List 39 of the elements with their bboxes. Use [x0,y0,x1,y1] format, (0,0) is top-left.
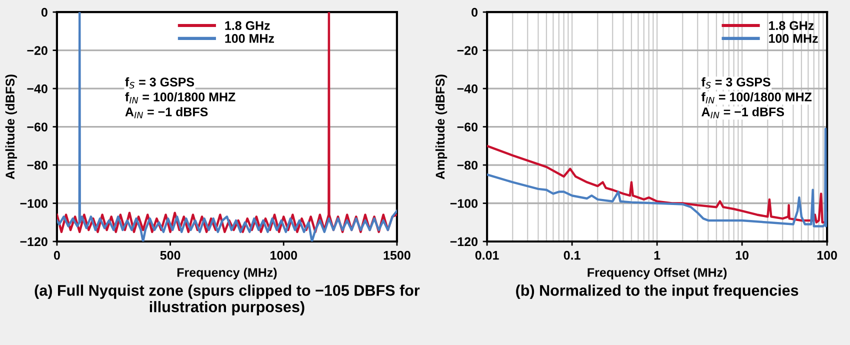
y-tick-label: −80 [27,160,48,170]
y-tick-label: −80 [457,160,478,170]
text: (a) Full Nyquist zone (spurs clipped to −105 DBFS for illustration purposes) [34,284,420,316]
x-tick-label: 1 [654,250,660,260]
legend-label: 100 MHz [225,34,274,43]
y-tick-label: 0 [41,8,48,17]
y-axis-title: Amplitude (dBFS) [5,74,17,180]
x-axis-title: Frequency Offset (MHz) [588,268,727,280]
text: (b) Normalized to the input frequencies [516,284,798,299]
y-tick-label: −40 [27,84,48,94]
annotation: f$_{IN}$ = 100/1800 MHZ [125,92,236,104]
x-tick-label: 500 [160,250,180,260]
x-tick-label: 1000 [270,250,298,260]
y-tick-label: −100 [20,199,48,208]
x-tick-label: 100 [817,250,837,260]
annotation: f$_{S}$ = 3 GSPS [701,77,770,89]
x-tick-label: 0.01 [475,250,499,260]
y-axis-title: Amplitude (dBFS) [435,74,448,180]
annotation: A$_{IN}$ = −1 dBFS [125,107,208,118]
y-tick-label: −100 [450,199,478,208]
y-tick-label: −40 [457,84,478,94]
x-tick-label: 0.1 [564,250,580,260]
y-tick-label: −60 [457,122,478,132]
x-tick-label: 10 [736,250,748,260]
annotation: f$_{S}$ = 3 GSPS [125,77,194,89]
legend-label: 1.8 GHz [225,21,270,30]
x-tick-label: 0 [54,250,60,260]
y-tick-label: −120 [20,237,48,246]
annotation: A$_{IN}$ = −1 dBFS [702,107,784,118]
legend-label: 100 MHz [769,34,818,43]
y-tick-label: −60 [27,122,48,132]
x-axis-title: Frequency (MHz) [177,268,277,280]
legend-label: 1.8 GHz [769,21,814,30]
y-tick-label: −120 [450,237,478,246]
annotation: f$_{IN}$ = 100/1800 MHZ [701,92,812,104]
x-tick-label: 1500 [384,250,410,260]
y-tick-label: −20 [27,46,48,55]
y-tick-label: −20 [457,46,478,55]
y-tick-label: 0 [472,8,478,17]
